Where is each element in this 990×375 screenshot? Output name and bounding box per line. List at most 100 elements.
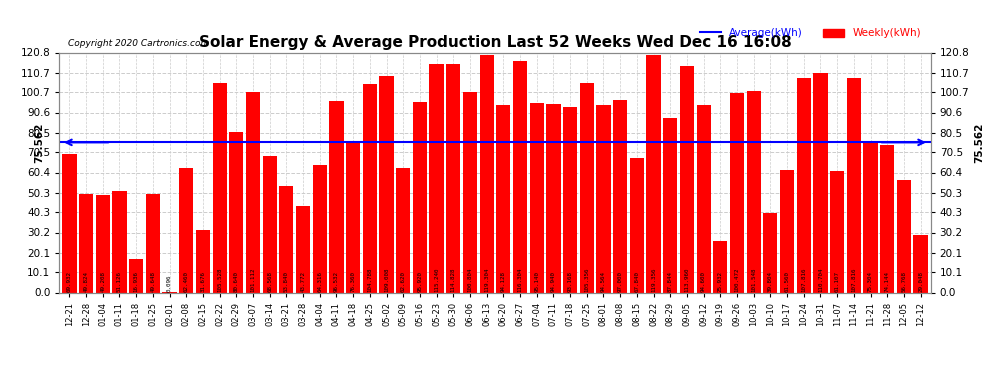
Text: 68.568: 68.568 xyxy=(267,270,272,291)
Text: 101.112: 101.112 xyxy=(250,267,255,291)
Text: 116.304: 116.304 xyxy=(518,267,523,291)
Bar xyxy=(96,195,110,292)
Bar xyxy=(262,156,277,292)
Bar xyxy=(797,78,811,292)
Bar xyxy=(246,92,260,292)
Text: 107.816: 107.816 xyxy=(851,267,856,291)
Bar xyxy=(313,165,327,292)
Bar xyxy=(396,168,410,292)
Text: 69.932: 69.932 xyxy=(67,270,72,291)
Text: 64.316: 64.316 xyxy=(317,270,323,291)
Text: 119.304: 119.304 xyxy=(484,267,489,291)
Bar xyxy=(446,64,460,292)
Legend: Average(kWh), Weekly(kWh): Average(kWh), Weekly(kWh) xyxy=(696,24,926,42)
Text: 49.648: 49.648 xyxy=(150,270,155,291)
Bar xyxy=(697,105,711,292)
Bar xyxy=(330,101,344,292)
Text: 94.128: 94.128 xyxy=(501,270,506,291)
Bar xyxy=(663,118,677,292)
Text: 96.532: 96.532 xyxy=(334,270,339,291)
Bar xyxy=(129,259,144,292)
Text: 49.208: 49.208 xyxy=(100,270,105,291)
Bar xyxy=(62,153,76,292)
Bar xyxy=(463,92,477,292)
Bar xyxy=(113,191,127,292)
Bar xyxy=(79,194,93,292)
Text: 113.960: 113.960 xyxy=(684,267,689,291)
Text: 75.562: 75.562 xyxy=(974,122,984,163)
Bar xyxy=(379,76,394,292)
Bar xyxy=(646,56,660,292)
Bar xyxy=(496,105,511,292)
Text: 87.844: 87.844 xyxy=(667,270,673,291)
Bar xyxy=(830,171,844,292)
Bar xyxy=(730,93,744,292)
Text: 97.000: 97.000 xyxy=(618,270,623,291)
Text: 110.704: 110.704 xyxy=(818,267,823,291)
Bar xyxy=(563,107,577,292)
Bar xyxy=(146,194,160,292)
Bar xyxy=(713,241,728,292)
Text: 115.240: 115.240 xyxy=(434,267,440,291)
Text: 95.920: 95.920 xyxy=(418,270,423,291)
Title: Solar Energy & Average Production Last 52 Weeks Wed Dec 16 16:08: Solar Energy & Average Production Last 5… xyxy=(199,35,791,50)
Text: 94.564: 94.564 xyxy=(601,270,606,291)
Text: 109.008: 109.008 xyxy=(384,267,389,291)
Bar xyxy=(279,186,293,292)
Bar xyxy=(863,143,877,292)
Text: 56.768: 56.768 xyxy=(902,270,907,291)
Text: 105.356: 105.356 xyxy=(584,267,589,291)
Text: 105.528: 105.528 xyxy=(217,267,222,291)
Text: 100.804: 100.804 xyxy=(467,267,472,291)
Bar xyxy=(780,170,794,292)
Bar xyxy=(897,180,911,292)
Bar xyxy=(530,104,544,292)
Text: 67.840: 67.840 xyxy=(635,270,640,291)
Bar xyxy=(179,168,193,292)
Text: 49.824: 49.824 xyxy=(83,270,88,291)
Text: 119.356: 119.356 xyxy=(651,267,656,291)
Bar xyxy=(763,213,777,292)
Bar xyxy=(196,230,210,292)
Text: 62.460: 62.460 xyxy=(184,270,189,291)
Text: 114.828: 114.828 xyxy=(450,267,455,291)
Bar xyxy=(814,72,828,292)
Bar xyxy=(230,132,244,292)
Text: 104.788: 104.788 xyxy=(367,267,372,291)
Text: 43.772: 43.772 xyxy=(301,270,306,291)
Text: 39.804: 39.804 xyxy=(768,270,773,291)
Bar xyxy=(746,91,760,292)
Bar xyxy=(914,235,928,292)
Bar xyxy=(546,104,560,292)
Text: 53.840: 53.840 xyxy=(284,270,289,291)
Bar xyxy=(430,63,444,292)
Text: 51.126: 51.126 xyxy=(117,270,122,291)
Bar xyxy=(346,141,360,292)
Text: 75.562: 75.562 xyxy=(35,122,45,163)
Text: 101.548: 101.548 xyxy=(751,267,756,291)
Bar xyxy=(479,56,494,292)
Bar xyxy=(296,206,310,292)
Text: 80.640: 80.640 xyxy=(234,270,239,291)
Text: 61.107: 61.107 xyxy=(835,270,840,291)
Bar xyxy=(413,102,427,292)
Text: 61.560: 61.560 xyxy=(784,270,790,291)
Text: 31.676: 31.676 xyxy=(200,270,206,291)
Text: 94.600: 94.600 xyxy=(701,270,706,291)
Bar xyxy=(580,83,594,292)
Text: 100.472: 100.472 xyxy=(735,267,740,291)
Bar xyxy=(846,78,861,292)
Text: 75.304: 75.304 xyxy=(868,270,873,291)
Text: 62.620: 62.620 xyxy=(401,270,406,291)
Bar xyxy=(613,100,628,292)
Bar xyxy=(362,84,377,292)
Text: Copyright 2020 Cartronics.com: Copyright 2020 Cartronics.com xyxy=(68,39,209,48)
Text: 25.932: 25.932 xyxy=(718,270,723,291)
Text: 29.048: 29.048 xyxy=(918,270,923,291)
Text: 107.816: 107.816 xyxy=(801,267,806,291)
Bar xyxy=(213,83,227,292)
Text: 94.940: 94.940 xyxy=(550,270,556,291)
Text: 0.096: 0.096 xyxy=(167,274,172,291)
Text: 95.140: 95.140 xyxy=(535,270,540,291)
Text: 93.168: 93.168 xyxy=(567,270,572,291)
